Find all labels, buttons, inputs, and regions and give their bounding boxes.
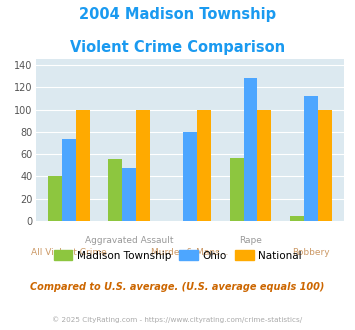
- Bar: [76, 110, 90, 221]
- Bar: [109, 159, 122, 221]
- Text: Rape: Rape: [239, 236, 262, 245]
- Bar: [197, 110, 211, 221]
- Bar: [183, 132, 197, 221]
- Bar: [122, 168, 136, 221]
- Bar: [230, 157, 244, 221]
- Text: Compared to U.S. average. (U.S. average equals 100): Compared to U.S. average. (U.S. average …: [30, 282, 325, 292]
- Bar: [304, 96, 318, 221]
- Text: Murder & Mans...: Murder & Mans...: [151, 248, 229, 257]
- Bar: [244, 78, 257, 221]
- Bar: [62, 139, 76, 221]
- Bar: [257, 110, 271, 221]
- Bar: [290, 215, 304, 221]
- Bar: [318, 110, 332, 221]
- Bar: [136, 110, 150, 221]
- Text: © 2025 CityRating.com - https://www.cityrating.com/crime-statistics/: © 2025 CityRating.com - https://www.city…: [53, 317, 302, 323]
- Text: Violent Crime Comparison: Violent Crime Comparison: [70, 40, 285, 54]
- Text: Aggravated Assault: Aggravated Assault: [85, 236, 174, 245]
- Text: All Violent Crime: All Violent Crime: [31, 248, 107, 257]
- Bar: [48, 177, 62, 221]
- Legend: Madison Township, Ohio, National: Madison Township, Ohio, National: [49, 246, 306, 265]
- Text: 2004 Madison Township: 2004 Madison Township: [79, 7, 276, 21]
- Text: Robbery: Robbery: [292, 248, 330, 257]
